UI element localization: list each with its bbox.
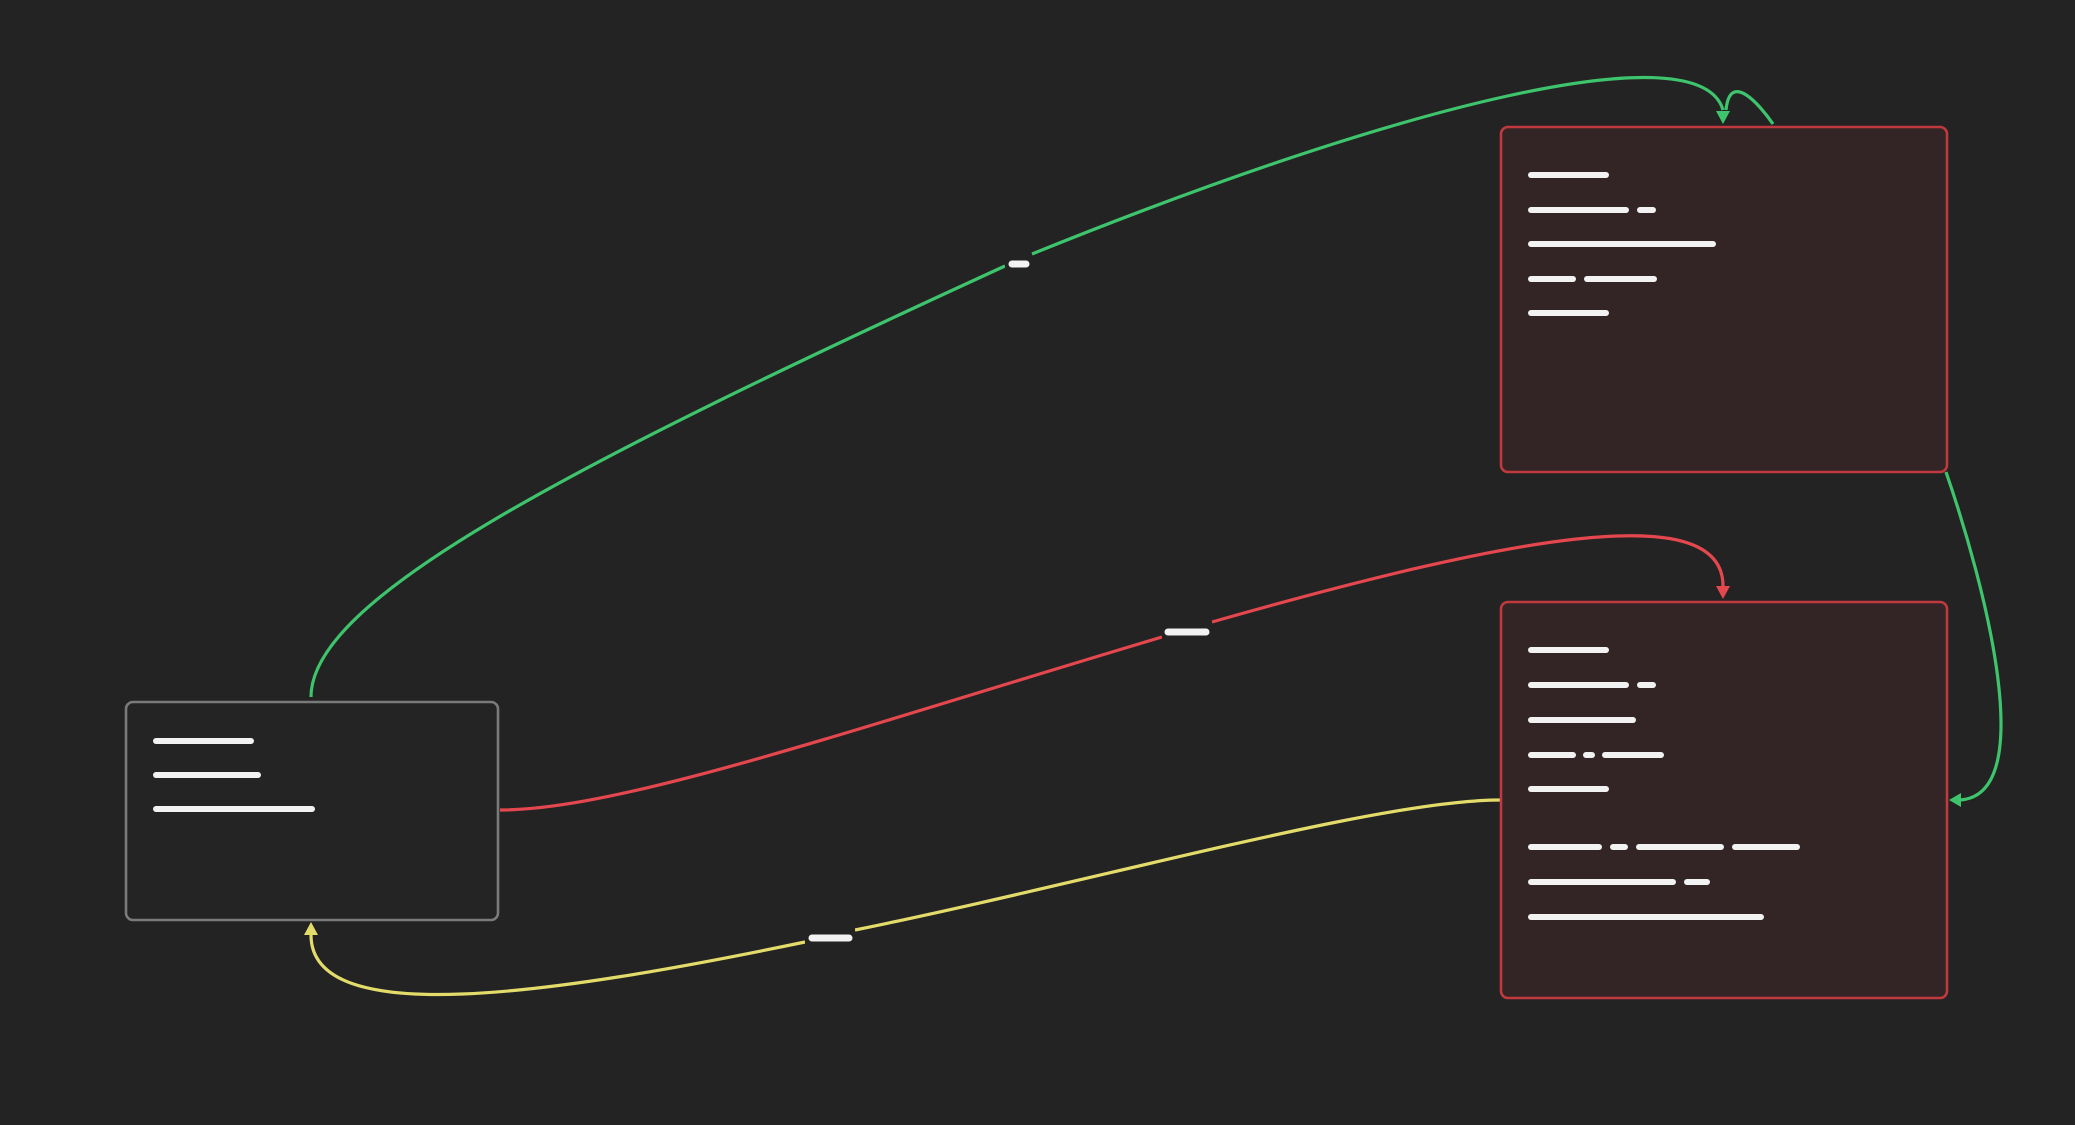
arrowhead-icon <box>1716 586 1730 599</box>
node-text <box>1528 647 1800 920</box>
arrowhead-icon <box>1949 793 1961 807</box>
edge-line <box>309 798 1501 997</box>
edge-top-right-to-bottom-right[interactable] <box>1944 471 2003 807</box>
edge-line <box>1944 471 2003 802</box>
node-box <box>1499 600 1949 1000</box>
node-top-right[interactable] <box>1499 125 1949 474</box>
edge-label <box>1005 255 1032 273</box>
edge-left-to-top-right[interactable] <box>309 75 1730 698</box>
node-box <box>1499 125 1949 474</box>
edge-label <box>1162 621 1212 643</box>
edge-bottom-right-to-left[interactable] <box>304 798 1501 997</box>
edge-line <box>499 534 1725 812</box>
arrowhead-icon <box>1716 111 1730 124</box>
edge-label <box>805 927 855 949</box>
arrowhead-icon <box>304 922 318 935</box>
edge-line <box>1724 90 1775 125</box>
node-text <box>153 738 315 812</box>
edge-top-right-self-loop[interactable] <box>1724 90 1775 125</box>
node-bottom-right[interactable] <box>1499 600 1949 1000</box>
edge-line <box>309 75 1725 698</box>
edge-left-to-bottom-right[interactable] <box>499 534 1730 812</box>
node-text <box>1528 172 1716 316</box>
node-left[interactable] <box>124 700 500 922</box>
